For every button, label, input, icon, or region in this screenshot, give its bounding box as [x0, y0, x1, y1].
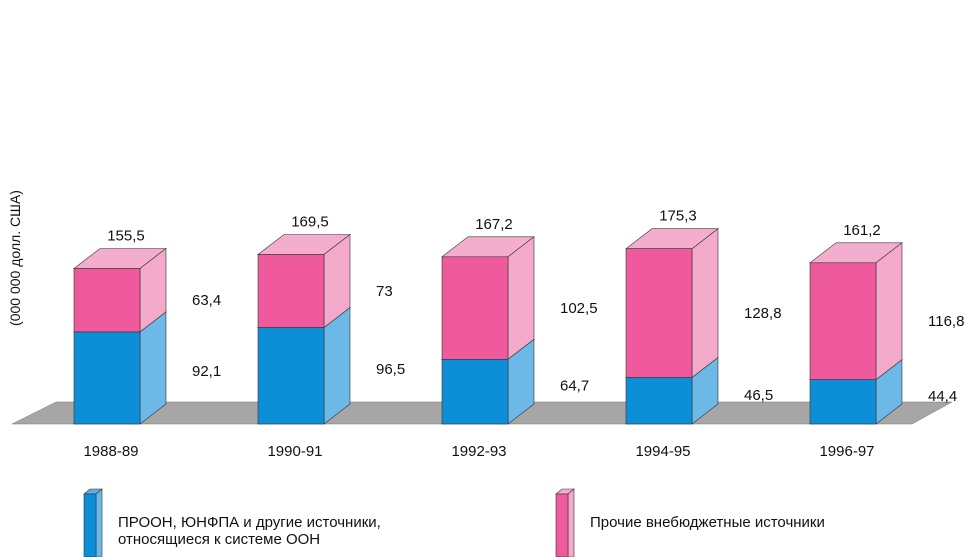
x-tick-label: 1988-89	[83, 443, 138, 460]
bar-1990-91-un-system-side-face	[323, 306, 351, 425]
x-tick-label: 1992-93	[451, 443, 506, 460]
bar-1996-97-other-extrabudgetary-front-face	[809, 262, 877, 380]
bar-1994-95-other-extrabudgetary	[625, 228, 719, 379]
x-tick-label: 1994-95	[635, 443, 690, 460]
bar-1992-93-other-extrabudgetary	[441, 236, 535, 360]
legend-swatch	[555, 493, 569, 557]
legend-swatch-side	[567, 488, 575, 557]
value-label-un-system: 64,7	[560, 377, 589, 394]
bar-1990-91-un-system-front-face	[257, 327, 325, 425]
bar-1990-91-other-extrabudgetary	[257, 233, 351, 329]
value-label-other-extrabudgetary: 128,8	[744, 305, 782, 322]
bar-1996-97-un-system-front-face	[809, 379, 877, 425]
bar-1988-89-other-extrabudgetary-front-face	[73, 268, 141, 333]
bar-1988-89-other-extrabudgetary	[73, 247, 167, 333]
total-label: 175,3	[659, 208, 697, 225]
bar-1994-95-other-extrabudgetary-front-face	[625, 248, 693, 378]
legend-swatch-side	[95, 488, 103, 557]
total-label: 155,5	[107, 228, 145, 245]
bar-1994-95-other-extrabudgetary-side-face	[691, 228, 719, 379]
value-label-other-extrabudgetary: 63,4	[192, 292, 221, 309]
value-label-other-extrabudgetary: 102,5	[560, 300, 598, 317]
legend-label: относящиеся к системе ООН	[118, 531, 320, 548]
value-label-un-system: 46,5	[744, 387, 773, 404]
bars-group	[73, 228, 903, 425]
bar-1994-95-un-system-front-face	[625, 377, 693, 425]
total-label: 161,2	[843, 222, 881, 239]
legend-label: Прочие внебюджетные источники	[590, 514, 825, 531]
bar-1988-89-un-system-front-face	[73, 331, 141, 425]
legend-item-other-extrabudgetary: Прочие внебюджетные источники	[555, 488, 825, 557]
x-tick-label: 1990-91	[267, 443, 322, 460]
value-label-other-extrabudgetary: 116,8	[928, 313, 964, 330]
bar-1992-93-other-extrabudgetary-front-face	[441, 256, 509, 360]
bar-1992-93-un-system-front-face	[441, 358, 509, 425]
bar-1996-97-other-extrabudgetary	[809, 242, 903, 381]
legend-item-un-system: ПРООН, ЮНФПА и другие источники,относящи…	[83, 488, 381, 557]
legend: ПРООН, ЮНФПА и другие источники,относящи…	[83, 488, 825, 557]
bar-1990-91-other-extrabudgetary-front-face	[257, 254, 325, 328]
value-label-un-system: 92,1	[192, 363, 221, 380]
x-tick-label: 1996-97	[819, 443, 874, 460]
value-label-un-system: 44,4	[928, 388, 957, 405]
value-label-un-system: 96,5	[376, 361, 405, 378]
legend-swatch	[83, 493, 97, 557]
bar-1992-93-other-extrabudgetary-side-face	[507, 236, 535, 360]
y-axis-label: (000 000 долл. США)	[7, 190, 23, 326]
legend-label: ПРООН, ЮНФПА и другие источники,	[118, 514, 381, 531]
total-label: 167,2	[475, 216, 513, 233]
bar-1996-97-other-extrabudgetary-side-face	[875, 242, 903, 381]
value-label-other-extrabudgetary: 73	[376, 283, 393, 300]
total-label: 169,5	[291, 214, 329, 231]
